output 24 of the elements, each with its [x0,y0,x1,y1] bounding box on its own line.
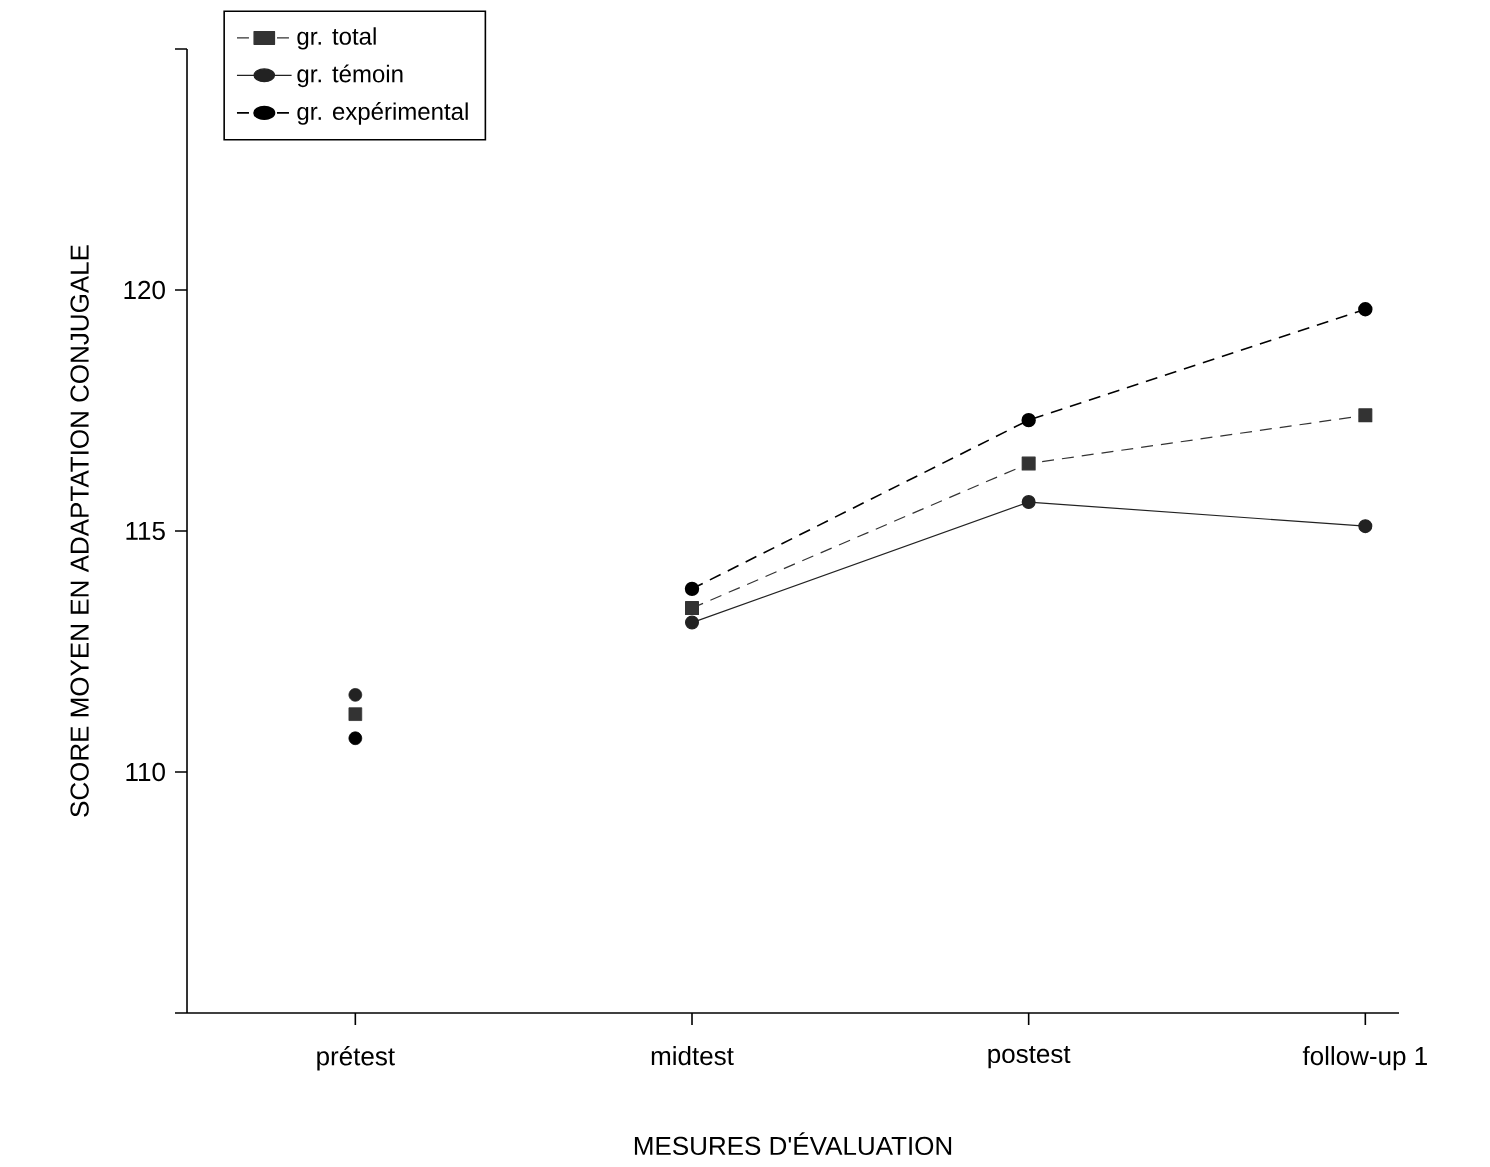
x-tick-label: postest [988,1046,1071,1069]
point [1021,456,1036,471]
point [684,581,700,597]
point [1358,519,1373,534]
point [1358,302,1373,317]
x-tick-label: follow-up 1 [1302,1046,1427,1071]
y-tick-label: 115 [126,521,165,541]
point [348,688,363,702]
x-tick-label: midtest [651,1046,734,1066]
point [348,707,363,721]
point [1021,412,1036,428]
legend-label: gr. témoin [297,64,403,88]
legend-label: gr. total [297,27,376,50]
y-tick-label: 110 [126,762,165,782]
x-axis-title: MESURES D'ÉVALUATION [634,1132,952,1156]
point [685,615,699,630]
legend-label: gr. expérimental [297,102,468,125]
point [1021,495,1036,510]
point [1358,408,1373,423]
point [348,731,363,746]
y-tick-label: 120 [124,280,165,300]
x-tick-label: prétest [317,1046,395,1071]
y-axis-title: SCORE MOYEN EN ADAPTATION CONJUGALE [70,245,89,817]
point [685,601,699,616]
